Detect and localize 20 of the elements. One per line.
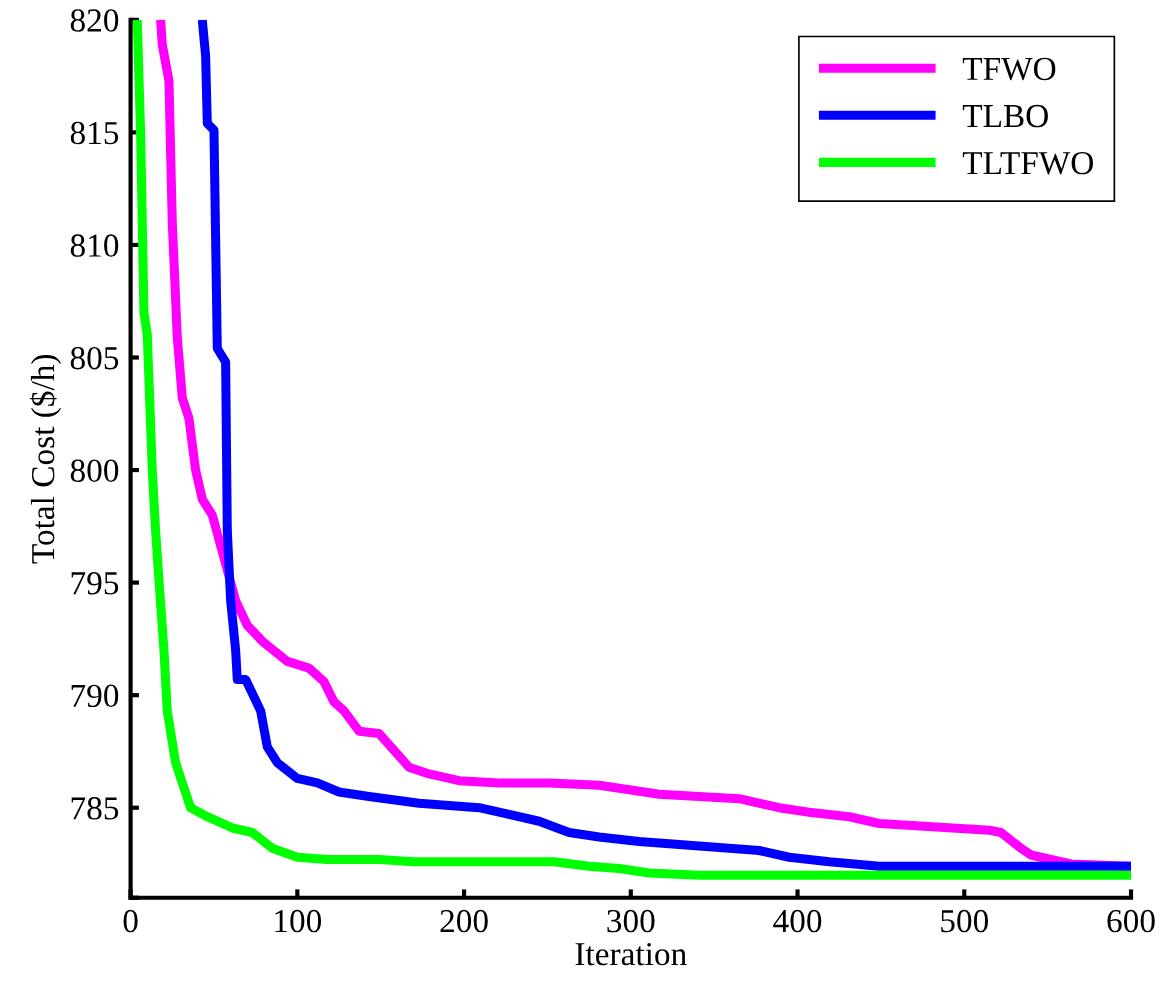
- legend-label: TLBO: [962, 104, 1048, 128]
- y-tick-label: 810: [70, 234, 119, 257]
- y-tick-label: 805: [70, 346, 119, 370]
- x-tick-label: 400: [773, 909, 822, 933]
- y-tick-label: 795: [71, 572, 119, 595]
- x-tick-label: 500: [941, 909, 989, 933]
- x-tick-label: 300: [607, 909, 655, 933]
- legend-label: TLTFWO: [962, 151, 1093, 175]
- y-tick-label: 815: [70, 121, 119, 145]
- y-tick-label: 820: [70, 9, 119, 32]
- y-tick-label: 790: [71, 684, 119, 708]
- x-tick-label: 0: [123, 909, 138, 933]
- x-axis-title: Iteration: [575, 942, 687, 966]
- y-tick-label: 785: [71, 797, 119, 820]
- legend-label: TFWO: [962, 57, 1056, 81]
- x-tick-label: 600: [1107, 909, 1155, 933]
- x-tick-label: 100: [275, 909, 322, 933]
- x-tick-label: 200: [440, 909, 488, 933]
- y-tick-label: 800: [70, 459, 119, 482]
- y-axis-title: Total Cost ($/h): [29, 354, 62, 564]
